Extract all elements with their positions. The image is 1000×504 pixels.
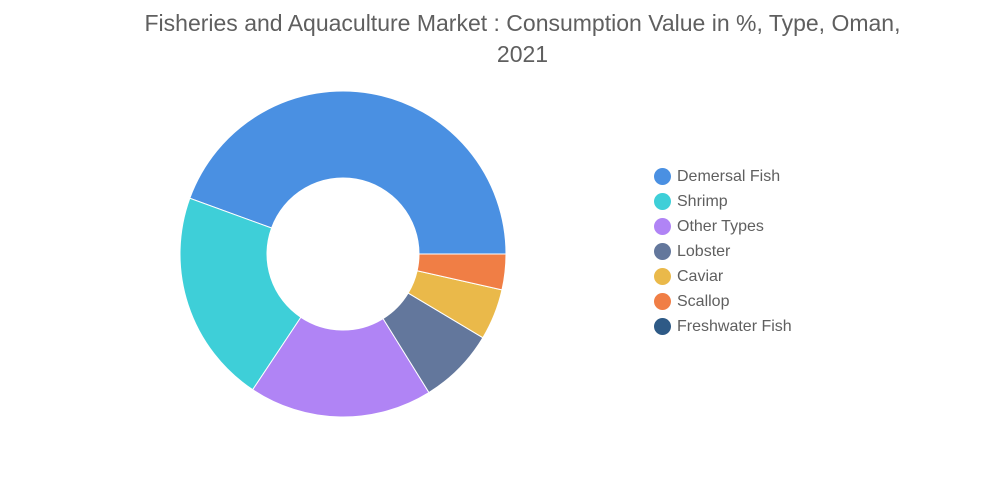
legend-label: Shrimp	[677, 192, 728, 210]
legend-label: Caviar	[677, 267, 724, 285]
legend-label: Demersal Fish	[677, 167, 781, 185]
legend-swatch	[654, 318, 671, 335]
chart-title: Fisheries and Aquaculture Market : Consu…	[100, 8, 945, 70]
legend-item-freshwater-fish[interactable]: Freshwater Fish	[654, 314, 792, 339]
chart-title-line-2: 2021	[496, 41, 549, 67]
legend-label: Freshwater Fish	[677, 317, 792, 335]
legend-swatch	[654, 268, 671, 285]
legend-item-lobster[interactable]: Lobster	[654, 239, 792, 264]
chart-legend: Demersal Fish Shrimp Other Types Lobster Cav…	[654, 164, 792, 339]
legend-label: Lobster	[677, 242, 731, 260]
legend-item-other-types[interactable]: Other Types	[654, 214, 792, 239]
legend-label: Other Types	[677, 217, 764, 235]
legend-swatch	[654, 218, 671, 235]
legend-swatch	[654, 243, 671, 260]
chart-title-line-1: Fisheries and Aquaculture Market : Consu…	[144, 10, 901, 36]
slice-scallop[interactable]	[416, 253, 507, 291]
legend-item-shrimp[interactable]: Shrimp	[654, 189, 792, 214]
legend-label: Scallop	[677, 292, 730, 310]
legend-item-scallop[interactable]: Scallop	[654, 289, 792, 314]
legend-swatch	[654, 168, 671, 185]
slice-other-types[interactable]	[252, 316, 430, 418]
legend-item-demersal-fish[interactable]: Demersal Fish	[654, 164, 792, 189]
slice-shrimp[interactable]	[179, 197, 302, 391]
slice-demersal-fish[interactable]	[189, 90, 507, 255]
legend-swatch	[654, 193, 671, 210]
legend-swatch	[654, 293, 671, 310]
legend-item-caviar[interactable]: Caviar	[654, 264, 792, 289]
